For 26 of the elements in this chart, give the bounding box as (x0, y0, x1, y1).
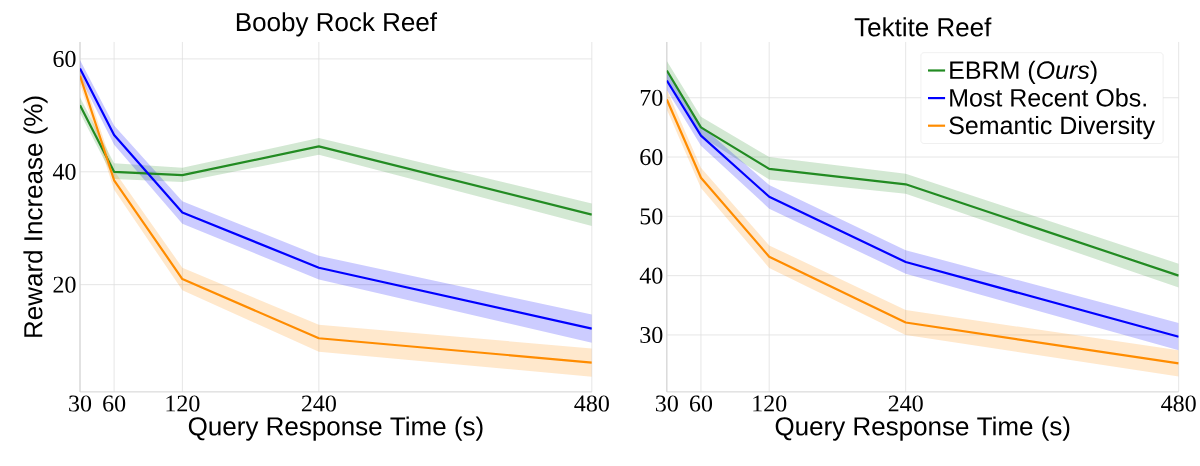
x-tick-label: 120 (753, 395, 787, 412)
x-tick-label: 30 (69, 395, 92, 412)
x-tick-label: 240 (888, 395, 923, 412)
y-tick-label: 30 (640, 326, 663, 344)
x-tick-label: 480 (1161, 395, 1196, 412)
y-tick-label: 60 (53, 50, 76, 68)
chart-title: Tektite Reef (854, 17, 992, 37)
chart-title: Booby Rock Reef (236, 12, 438, 37)
y-tick-label: 40 (639, 267, 663, 284)
x-tick-label: 120 (166, 395, 200, 412)
x-tick-label: 60 (103, 395, 126, 412)
legend-label: Most Recent Obs. (950, 88, 1146, 107)
x-tick-label: 60 (689, 395, 713, 412)
legend-label: EBRM (Ours) (950, 60, 1097, 85)
legend-label: Semantic Diversity (949, 115, 1156, 140)
x-tick-label: 30 (655, 395, 678, 412)
y-tick-label: 60 (640, 149, 663, 166)
y-axis-title: Reward Increase (%) (23, 96, 48, 337)
x-axis-title: Query Response Time (s) (775, 416, 1070, 441)
x-tick-label: 240 (301, 395, 336, 412)
y-tick-label: 40 (52, 163, 76, 180)
x-tick-label: 480 (574, 395, 609, 412)
y-tick-label: 20 (53, 276, 76, 293)
y-tick-label: 50 (640, 208, 663, 225)
y-tick-label: 70 (640, 89, 663, 106)
x-axis-title: Query Response Time (s) (188, 416, 483, 441)
